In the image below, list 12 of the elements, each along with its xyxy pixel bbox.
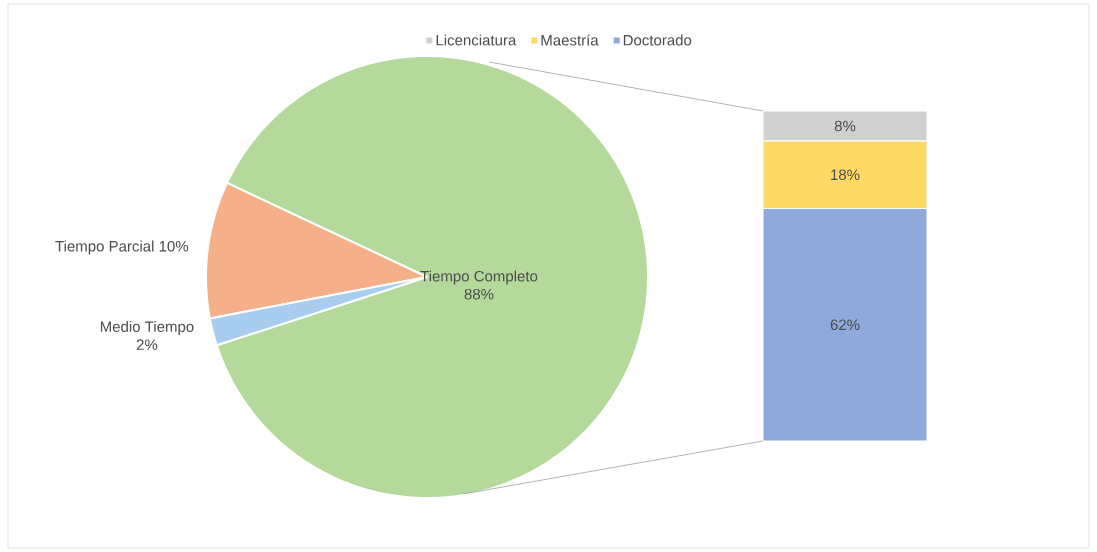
data-label: 62% xyxy=(830,319,860,331)
legend-label: Licenciatura xyxy=(436,34,517,46)
slice-label: Medio Tiempo xyxy=(100,320,194,335)
data-label: 8% xyxy=(834,120,856,132)
slice-label: Tiempo Parcial xyxy=(55,240,154,255)
data-label: 88% xyxy=(464,288,494,300)
data-label: 2% xyxy=(136,339,158,350)
data-label: 10% xyxy=(159,240,189,252)
legend-label: Doctorado xyxy=(623,34,692,46)
legend-label: Maestría xyxy=(541,34,599,46)
slice-label: Tiempo Completo xyxy=(420,270,538,285)
data-label: 18% xyxy=(831,169,860,181)
